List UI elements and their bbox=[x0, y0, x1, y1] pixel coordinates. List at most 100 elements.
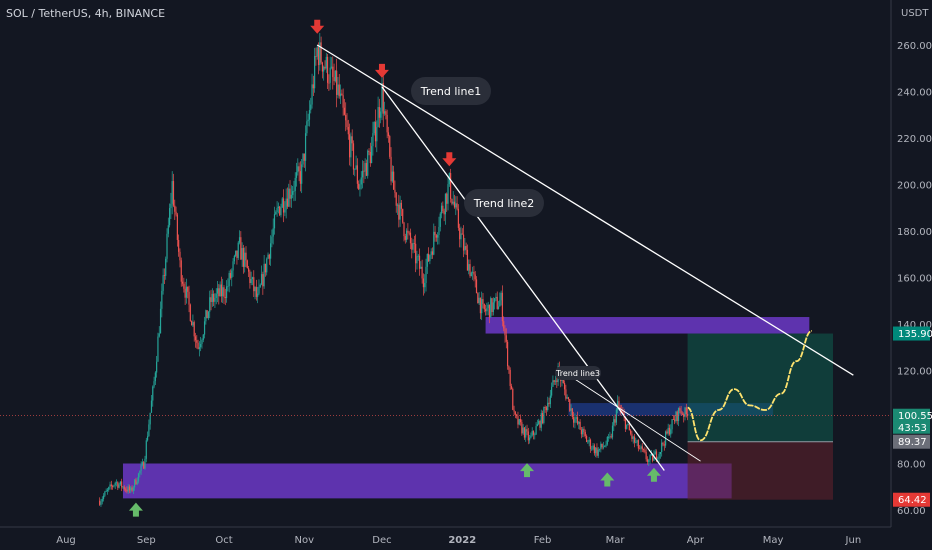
candle-body-220 bbox=[383, 111, 386, 114]
candle-body-247 bbox=[418, 255, 421, 269]
candle-body-367 bbox=[574, 418, 576, 423]
candle-body-366 bbox=[573, 417, 575, 423]
candle-body-293 bbox=[478, 297, 480, 304]
candle-body-52 bbox=[166, 233, 168, 259]
candle-body-19 bbox=[123, 486, 125, 490]
price-axis[interactable]: USDT 60.00 80.00 120.00 140.00 160.00 180.00 2… bbox=[890, 0, 932, 550]
candle-body-335 bbox=[532, 431, 535, 435]
candle-body-14 bbox=[117, 482, 119, 488]
candle-body-65 bbox=[183, 283, 185, 289]
candle-body-36 bbox=[145, 440, 147, 459]
candle-body-124 bbox=[259, 284, 261, 287]
candle-body-239 bbox=[408, 232, 410, 234]
candle-body-345 bbox=[545, 407, 548, 411]
candle-body-430 bbox=[655, 451, 658, 460]
candle-body-4 bbox=[104, 491, 106, 496]
time-axis[interactable]: Aug Sep Oct Nov Dec 2022 Feb Mar Apr May Jun bbox=[0, 526, 891, 550]
candle-body-361 bbox=[566, 397, 568, 399]
candle-body-30 bbox=[137, 473, 140, 482]
candle-body-84 bbox=[207, 311, 210, 319]
candle-body-77 bbox=[198, 347, 200, 349]
y-tick-2: 120.00 bbox=[897, 367, 932, 378]
candle-body-78 bbox=[200, 344, 202, 348]
candle-body-141 bbox=[281, 198, 283, 208]
x-tick-0: Aug bbox=[56, 535, 76, 546]
candle-body-72 bbox=[192, 322, 194, 326]
candle-body-119 bbox=[253, 277, 255, 292]
candle-body-184 bbox=[337, 84, 339, 95]
arrow-up-icon-3 bbox=[600, 472, 615, 487]
candle-body-11 bbox=[113, 485, 115, 487]
candle-body-411 bbox=[631, 433, 633, 439]
candle-body-318 bbox=[510, 385, 513, 389]
candle-body-47 bbox=[159, 308, 162, 334]
candle-body-380 bbox=[591, 448, 593, 450]
candle-body-368 bbox=[575, 417, 577, 419]
candle-body-403 bbox=[620, 410, 623, 412]
candle-body-304 bbox=[492, 302, 494, 313]
x-tick-8: Apr bbox=[687, 535, 705, 546]
candle-body-376 bbox=[585, 435, 588, 443]
candle-body-176 bbox=[326, 56, 329, 83]
candle-body-237 bbox=[405, 230, 408, 240]
candle-body-144 bbox=[285, 198, 287, 210]
candle-body-292 bbox=[477, 293, 479, 304]
candle-body-331 bbox=[527, 431, 529, 441]
candle-body-238 bbox=[407, 230, 409, 233]
candle-body-255 bbox=[429, 255, 431, 262]
candle-body-145 bbox=[286, 198, 289, 207]
candle-body-294 bbox=[479, 297, 481, 314]
candle-body-264 bbox=[440, 205, 443, 214]
candle-body-321 bbox=[514, 411, 516, 415]
candle-body-161 bbox=[307, 119, 309, 122]
candle-body-10 bbox=[112, 486, 114, 487]
candle-body-113 bbox=[245, 252, 247, 261]
candle-body-346 bbox=[547, 402, 549, 411]
candle-body-399 bbox=[615, 409, 617, 423]
candle-body-252 bbox=[425, 266, 427, 283]
candle-body-244 bbox=[415, 243, 417, 264]
candle-body-35 bbox=[144, 458, 146, 469]
candle-body-229 bbox=[395, 192, 397, 206]
candle-body-121 bbox=[255, 287, 257, 297]
trend-line-1-bubble bbox=[411, 77, 491, 105]
candle-body-393 bbox=[608, 436, 610, 438]
candle-body-441 bbox=[670, 429, 672, 435]
candle-body-201 bbox=[359, 184, 361, 190]
candle-body-348 bbox=[549, 395, 551, 405]
candle-body-59 bbox=[175, 211, 177, 215]
candle-body-243 bbox=[413, 243, 415, 244]
projection-path bbox=[687, 330, 813, 442]
candle-body-129 bbox=[266, 258, 268, 273]
candle-body-276 bbox=[456, 203, 458, 209]
arrow-up-icon-4 bbox=[646, 467, 661, 482]
x-tick-4: Dec bbox=[372, 535, 391, 546]
candle-body-330 bbox=[526, 429, 528, 432]
candle-body-314 bbox=[505, 335, 507, 342]
candle-body-182 bbox=[334, 70, 336, 82]
candle-body-128 bbox=[264, 263, 267, 273]
stop-zone bbox=[687, 441, 833, 500]
x-tick-7: Mar bbox=[606, 535, 626, 546]
candle-body-34 bbox=[143, 462, 145, 469]
candle-body-110 bbox=[241, 248, 243, 260]
candle-body-359 bbox=[563, 383, 566, 390]
candle-body-408 bbox=[627, 424, 629, 425]
candle-body-118 bbox=[251, 277, 254, 279]
candle-body-236 bbox=[404, 236, 406, 240]
candle-body-245 bbox=[416, 256, 418, 264]
candle-body-3 bbox=[102, 495, 105, 500]
candle-body-394 bbox=[609, 436, 611, 438]
candle-body-242 bbox=[412, 243, 414, 250]
candle-body-323 bbox=[517, 416, 519, 425]
candle-body-389 bbox=[602, 446, 605, 448]
candle-body-38 bbox=[148, 424, 150, 437]
candle-body-235 bbox=[403, 222, 405, 237]
candle-body-50 bbox=[163, 275, 166, 276]
candle-body-41 bbox=[152, 386, 154, 401]
candle-body-101 bbox=[229, 273, 232, 278]
candle-body-28 bbox=[135, 479, 137, 485]
current-price-value: 100.55 bbox=[898, 411, 932, 422]
candle-body-397 bbox=[613, 419, 615, 426]
